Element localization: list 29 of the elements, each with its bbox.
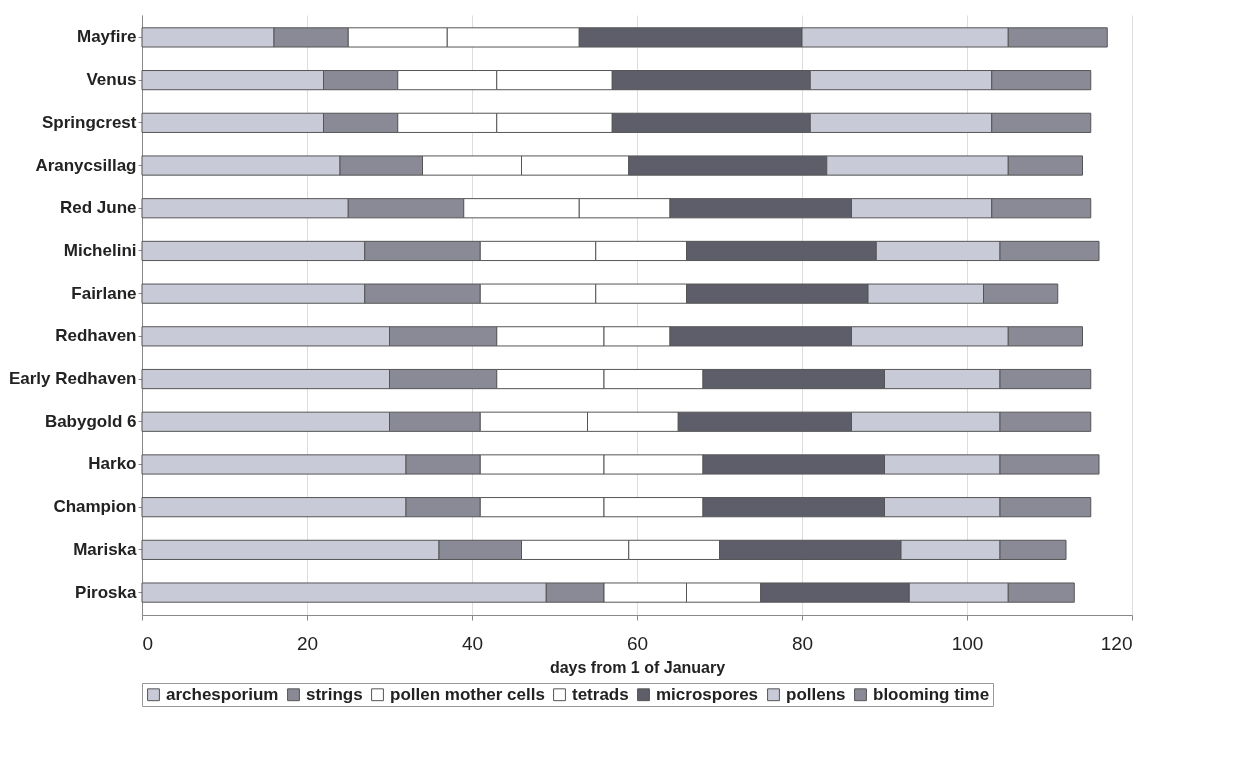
y-tick-label: Springcrest bbox=[42, 112, 137, 132]
legend-label: microspores bbox=[656, 684, 759, 704]
y-tick-label: Babygold 6 bbox=[44, 411, 137, 431]
y-tick-label: Champion bbox=[53, 497, 137, 517]
legend-label: blooming time bbox=[873, 684, 990, 704]
legend-label: archesporium bbox=[166, 684, 279, 704]
legend-label: pollen mother cells bbox=[390, 684, 545, 704]
legend-label: pollens bbox=[786, 684, 846, 704]
x-tick-label: 100 bbox=[951, 632, 984, 654]
y-tick-label: Harko bbox=[88, 454, 137, 474]
y-tick-label: Piroska bbox=[75, 582, 138, 602]
y-tick-label: Fairlane bbox=[71, 283, 137, 303]
y-tick-label: Aranycsillag bbox=[35, 155, 137, 175]
x-tick-label: 80 bbox=[791, 632, 814, 654]
legend-label: strings bbox=[306, 684, 363, 704]
x-tick-label: 60 bbox=[626, 632, 649, 654]
y-tick-label: Mayfire bbox=[76, 27, 137, 47]
x-axis-title: days from 1 of January bbox=[549, 658, 726, 676]
y-tick-label: Early Redhaven bbox=[8, 369, 137, 389]
y-tick-label: Redhaven bbox=[55, 326, 137, 346]
x-tick-label: 40 bbox=[461, 632, 484, 654]
y-tick-label: Michelini bbox=[63, 240, 137, 260]
x-tick-label: 0 bbox=[142, 632, 154, 654]
x-tick-label: 20 bbox=[296, 632, 319, 654]
y-tick-label: Mariska bbox=[73, 539, 138, 559]
y-tick-label: Venus bbox=[86, 70, 137, 90]
x-tick-label: 120 bbox=[1100, 632, 1133, 654]
legend-label: tetrads bbox=[572, 684, 629, 704]
y-tick-label: Red June bbox=[59, 198, 137, 218]
